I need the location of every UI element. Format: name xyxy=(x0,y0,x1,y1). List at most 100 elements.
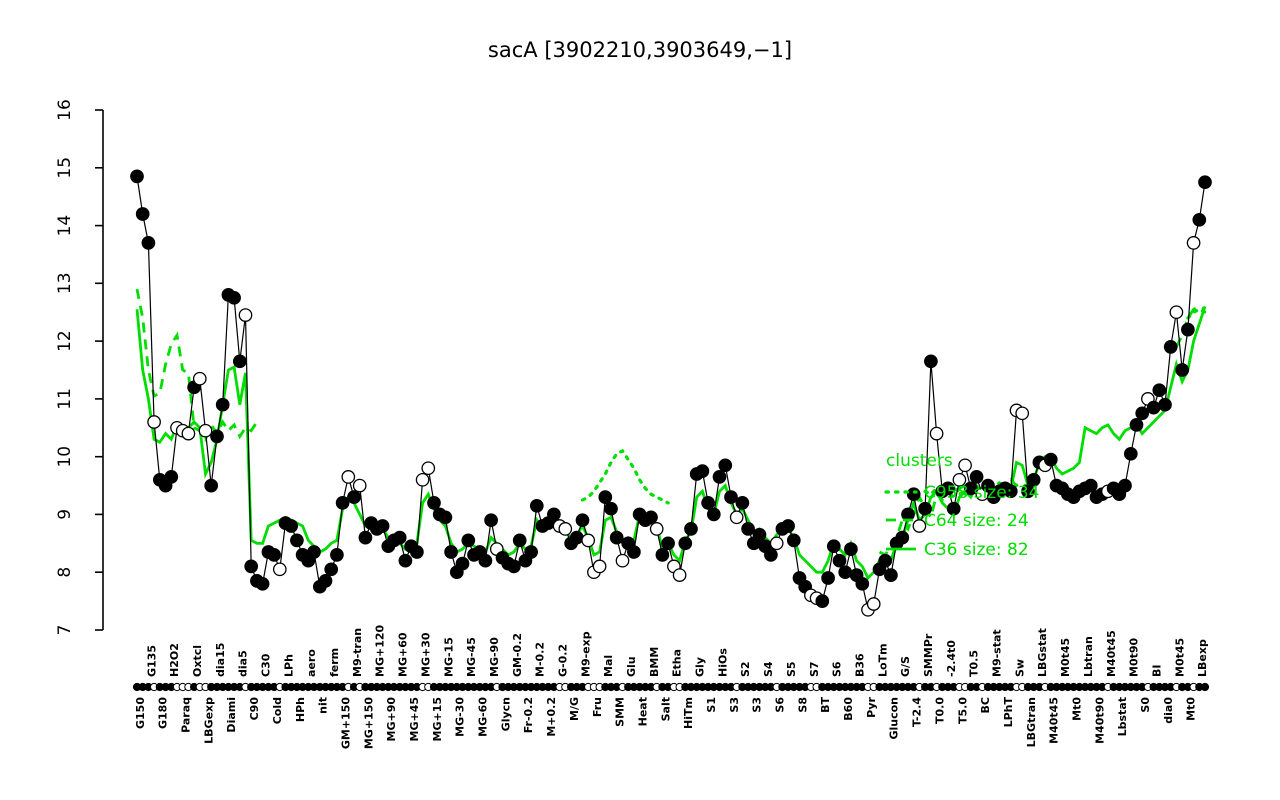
gene-point-filled xyxy=(752,527,767,542)
x-axis-label: Glu xyxy=(625,656,638,677)
x-axis-label: Salt xyxy=(659,697,672,721)
x-axis-label: S0 xyxy=(1139,697,1152,713)
x-axis-label: S3 xyxy=(728,697,741,713)
x-axis-label: T0.0 xyxy=(933,697,946,724)
x-axis-label: dia15 xyxy=(214,643,227,677)
legend-item-dotted: C958 size: 34 xyxy=(924,483,1039,503)
x-axis-label: S1 xyxy=(705,697,718,713)
x-axis-label: T0.5 xyxy=(968,650,981,677)
x-axis-label: M40t90 xyxy=(1093,697,1106,744)
x-axis-label: LBGtran xyxy=(1025,697,1038,747)
gene-point-open xyxy=(415,472,430,487)
chart-title: sacA [3902210,3903649,−1] xyxy=(488,38,792,62)
x-axis-label: Lbstat xyxy=(1116,697,1129,736)
x-axis-label: M9-tran xyxy=(351,628,364,677)
gene-point-open xyxy=(272,562,287,577)
gene-point-filled xyxy=(906,487,921,502)
x-axis-label: Fr-0.2 xyxy=(522,697,535,733)
gene-point-filled xyxy=(946,501,961,516)
x-axis-label: Cold xyxy=(271,697,284,724)
gene-point-open xyxy=(952,472,967,487)
gene-point-filled xyxy=(512,533,527,548)
gene-point-filled xyxy=(821,571,835,585)
gene-point-filled xyxy=(655,548,670,562)
x-axis-label: Mt0 xyxy=(1185,697,1198,721)
x-axis-label: MG+60 xyxy=(397,632,410,677)
gene-point-filled xyxy=(307,545,321,559)
x-axis-label: M0t90 xyxy=(1128,637,1141,677)
y-axis-tick-label: 12 xyxy=(55,330,75,352)
x-axis-label: BT xyxy=(819,697,832,713)
x-axis-label: Paraq xyxy=(180,697,193,733)
gene-point-filled xyxy=(255,576,270,591)
gene-point-filled xyxy=(764,548,778,562)
x-axis-label: MG-30 xyxy=(454,697,467,737)
gene-point-filled xyxy=(844,542,858,556)
gene-point-filled xyxy=(598,490,613,504)
x-axis-label: M40t45 xyxy=(1105,630,1118,677)
x-axis-label: MG-45 xyxy=(465,637,478,677)
gene-point-open xyxy=(1169,305,1184,320)
x-axis-label: S4 xyxy=(762,661,775,677)
gene-point-filled xyxy=(678,536,693,551)
gene-point-filled xyxy=(644,510,658,525)
x-axis-labels: G150 G135 G180 H2O2 Paraq Oxtcl LBGexp dia15 Dia… xyxy=(134,625,1209,750)
x-axis-label: Mt0 xyxy=(1071,697,1084,721)
gene-point-filled xyxy=(832,553,847,568)
x-axis-label: B36 xyxy=(854,653,867,677)
gene-point-filled xyxy=(706,507,721,522)
gene-point-filled xyxy=(815,594,830,608)
gene-point-filled xyxy=(335,496,350,510)
y-axis-tick-label: 16 xyxy=(55,99,75,121)
x-axis-label: MG-90 xyxy=(488,637,501,677)
gene-point-filled xyxy=(1146,400,1161,415)
x-axis-label: BMM xyxy=(648,647,661,677)
gene-point-filled xyxy=(604,501,618,516)
x-axis-label: M/G xyxy=(568,697,581,721)
x-axis-label: G135 xyxy=(145,645,158,677)
gene-point-filled xyxy=(529,498,544,513)
gene-point-filled xyxy=(1152,383,1167,398)
gene-point-filled xyxy=(130,169,144,184)
gene-point-filled xyxy=(1129,418,1144,432)
gene-point-filled xyxy=(838,565,853,580)
gene-point-open xyxy=(147,415,161,429)
gene-point-open xyxy=(352,478,367,493)
x-axis-label: HiOs xyxy=(716,648,729,677)
gene-point-filled xyxy=(781,519,795,533)
gene-point-filled xyxy=(941,481,955,496)
gene-point-filled xyxy=(609,530,624,545)
y-axis-tick-label: 7 xyxy=(55,625,75,636)
x-axis-label: MG+90 xyxy=(385,697,398,742)
gene-point-open xyxy=(866,597,881,611)
x-axis-label: M-0.2 xyxy=(534,642,547,677)
x-axis-label: Glucon xyxy=(888,697,901,740)
gene-point-filled xyxy=(210,429,224,444)
x-axis-label: C90 xyxy=(248,697,261,721)
legend-title: clusters xyxy=(886,451,953,471)
gene-point-open xyxy=(341,470,356,484)
gene-point-filled xyxy=(701,496,715,510)
gene-point-filled xyxy=(695,464,710,478)
gene-point-open xyxy=(1015,406,1030,421)
x-axis-label: GM-0.2 xyxy=(511,633,524,677)
gene-point-filled xyxy=(484,513,498,528)
gene-point-open xyxy=(615,553,630,568)
gene-profile xyxy=(130,169,1212,617)
x-axis-label: -2.4t0 xyxy=(945,640,958,677)
gene-point-filled xyxy=(227,290,241,305)
y-axis-tick-label: 13 xyxy=(55,272,75,294)
x-axis-label: MG+150 xyxy=(362,697,375,749)
gene-point-filled xyxy=(918,501,932,516)
gene-point-filled xyxy=(786,533,801,548)
gene-point-filled xyxy=(661,536,675,551)
gene-point-filled xyxy=(244,559,259,574)
gene-point-filled xyxy=(164,470,179,484)
gene-point-filled xyxy=(427,496,441,510)
x-axis-label: S6 xyxy=(831,661,844,677)
gene-point-filled xyxy=(375,519,390,533)
gene-point-filled xyxy=(318,574,333,588)
cluster-line-C958 xyxy=(580,448,670,505)
y-axis-tick-label: 10 xyxy=(55,446,75,468)
